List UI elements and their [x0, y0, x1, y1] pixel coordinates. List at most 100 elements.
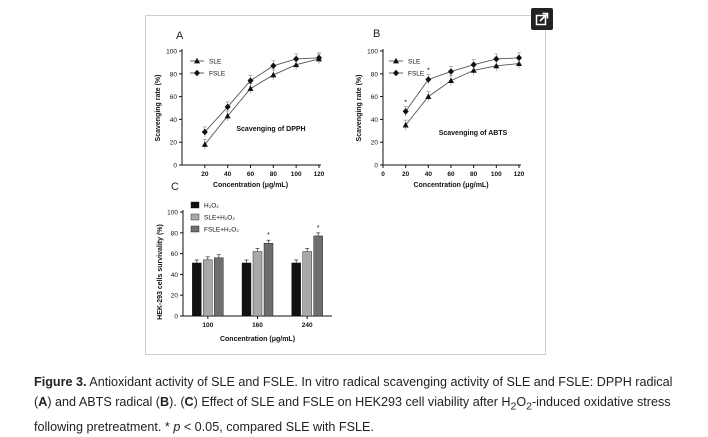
data-point	[425, 76, 432, 83]
y-tick-label: 0	[174, 314, 178, 321]
data-point	[270, 62, 277, 70]
data-point	[201, 141, 208, 147]
legend-marker	[194, 69, 200, 77]
caption-ref-c: C	[184, 395, 194, 409]
x-tick-label: 60	[447, 171, 455, 178]
significance-mark: *	[427, 68, 430, 75]
bar	[192, 262, 202, 317]
significance-mark: *	[317, 225, 320, 232]
legend-label: SLE	[408, 59, 421, 66]
y-tick-label: 40	[371, 117, 379, 124]
caption-p: p	[173, 419, 181, 434]
expand-icon	[535, 12, 549, 26]
data-point	[470, 61, 477, 68]
series-sle	[201, 53, 322, 150]
x-tick-label: 60	[247, 171, 255, 178]
bar	[203, 259, 213, 317]
legend-marker	[393, 69, 399, 77]
chart-panel-a: A 0 20 40 60 80 100 20 40 60 80 100 120 Concentration…	[155, 30, 325, 189]
data-point	[293, 61, 300, 68]
y-tick-label: 20	[371, 140, 379, 147]
bar	[214, 257, 224, 317]
caption-text-6: -induced oxidative stress following pret…	[34, 395, 671, 434]
x-axis-label: Concentration (μg/mL)	[213, 182, 288, 189]
bar	[263, 242, 274, 317]
legend-marker	[194, 57, 200, 64]
data-point	[493, 62, 500, 69]
y-tick-label: 20	[170, 140, 178, 147]
legend-swatch	[190, 213, 200, 221]
series-line	[204, 57, 320, 133]
panel-label: C	[171, 181, 179, 193]
y-tick-label: 40	[171, 272, 179, 279]
caption-text-7: < 0.05, compared SLE with FSLE.	[180, 419, 374, 434]
expand-button[interactable]	[531, 8, 553, 30]
bar	[291, 262, 301, 317]
series-line	[405, 57, 520, 112]
series-line	[405, 63, 520, 126]
caption-sub-1: 2	[510, 400, 517, 413]
data-point	[316, 54, 322, 62]
chart-title: Scavenging of ABTS	[439, 130, 508, 137]
y-tick-label: 20	[171, 293, 179, 300]
x-tick-label: 20	[402, 171, 410, 178]
data-point	[293, 55, 300, 63]
data-point	[448, 77, 454, 84]
data-point	[201, 128, 208, 136]
significance-mark: *	[267, 232, 270, 239]
bar	[302, 251, 312, 317]
data-point	[470, 67, 477, 73]
x-tick-label: 120	[314, 171, 325, 178]
y-tick-label: 100	[167, 210, 178, 217]
x-tick-label: 100	[491, 171, 502, 178]
data-point	[425, 93, 432, 99]
figure-caption: Figure 3. Antioxidant activity of SLE an…	[34, 372, 678, 437]
x-tick-label: 240	[302, 322, 313, 329]
series-line	[204, 58, 320, 145]
caption-text-2: ) and ABTS radical (	[47, 395, 161, 409]
panel-label: B	[373, 28, 380, 40]
legend-swatch	[190, 201, 200, 209]
caption-ref-b: B	[160, 395, 170, 409]
series-fsle	[201, 52, 322, 137]
legend-label: FSLE+H₂O₂	[204, 227, 239, 234]
series-fsle	[402, 52, 522, 117]
data-point	[516, 54, 522, 62]
y-tick-label: 80	[171, 230, 179, 237]
x-tick-label: 0	[381, 171, 385, 178]
y-tick-label: 40	[170, 117, 178, 124]
legend-label: H₂O₂	[204, 203, 219, 210]
x-tick-label: 100	[291, 171, 302, 178]
y-tick-label: 60	[170, 94, 178, 101]
data-point	[402, 108, 409, 115]
data-point	[516, 60, 522, 66]
y-tick-label: 100	[367, 49, 378, 56]
x-axis-label: Concentration (μg/mL)	[413, 182, 488, 189]
legend-label: SLE+H₂O₂	[204, 215, 235, 222]
chart-panel-c: C 0 20 40 60 80 100 100 160 * 240 * Concentration (μ…	[157, 181, 332, 343]
series-sle	[402, 58, 522, 131]
y-tick-label: 0	[173, 163, 177, 170]
x-tick-label: 100	[202, 322, 213, 329]
y-tick-label: 0	[374, 163, 378, 170]
caption-text-5: O	[516, 395, 527, 409]
x-tick-label: 80	[470, 171, 478, 178]
x-tick-label: 20	[201, 171, 209, 178]
data-point	[493, 55, 500, 63]
chart-title: Scavenging of DPPH	[236, 126, 305, 133]
data-point	[247, 77, 254, 84]
y-tick-label: 100	[166, 49, 177, 56]
caption-label: Figure 3.	[34, 375, 87, 389]
data-point	[270, 71, 277, 78]
y-axis-label: Scavenging rate (%)	[356, 75, 363, 142]
data-point	[247, 85, 254, 92]
caption-sub-2: 2	[526, 400, 532, 413]
y-axis-label: HEK-293 cells survivality (%)	[157, 224, 164, 320]
caption-ref-a: A	[38, 395, 48, 409]
y-tick-label: 80	[371, 71, 379, 78]
y-tick-label: 60	[171, 251, 179, 258]
panel-label: A	[176, 30, 184, 42]
x-tick-label: 80	[270, 171, 278, 178]
y-tick-label: 60	[371, 94, 379, 101]
